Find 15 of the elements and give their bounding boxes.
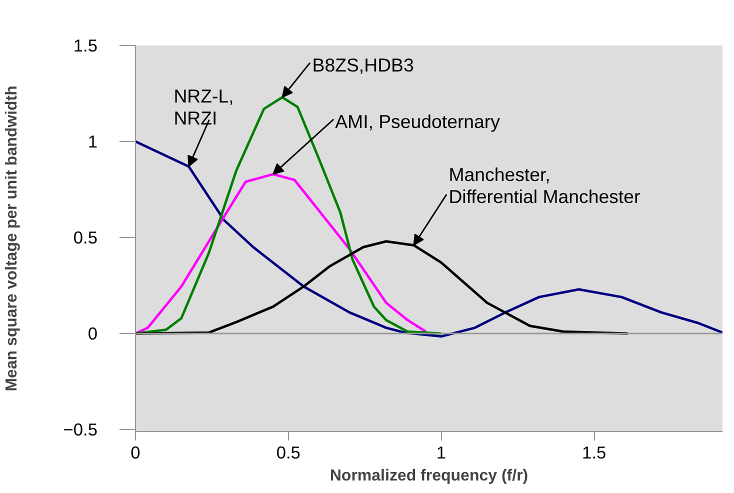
x-axis-title: Normalized frequency (f/r) xyxy=(330,468,528,484)
x-tick-label: 0 xyxy=(130,442,140,462)
y-tick-label: 1.5 xyxy=(73,36,98,56)
y-tick-label: 0.5 xyxy=(73,228,98,248)
annotation: Manchester, Differential Manchester xyxy=(448,164,640,208)
y-axis-title: Mean square voltage per unit bandwidth xyxy=(3,86,20,392)
y-tick-label: 1 xyxy=(88,132,98,152)
annotation: AMI, Pseudoternary xyxy=(335,111,501,132)
x-tick-label: 1 xyxy=(436,442,446,462)
annotation: NRZ-L, NRZI xyxy=(174,85,234,128)
x-tick-label: 0.5 xyxy=(276,442,300,462)
annotation: B8ZS,HDB3 xyxy=(312,54,414,76)
y-tick-label: −0.5 xyxy=(63,420,98,440)
x-tick-label: 1.5 xyxy=(582,442,606,462)
y-tick-label: 0 xyxy=(88,324,98,344)
